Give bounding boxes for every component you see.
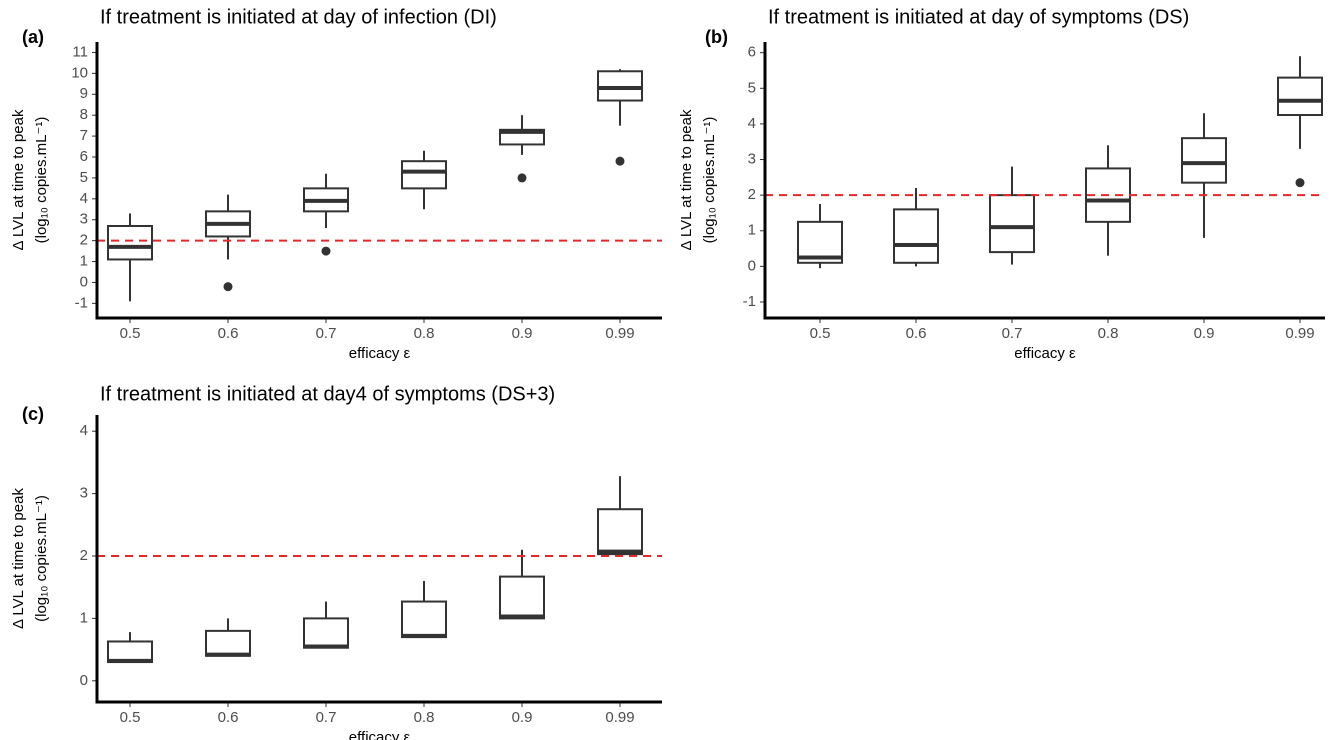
y-tick-label: 6 bbox=[748, 44, 756, 61]
y-tick-label: 2 bbox=[748, 186, 756, 203]
y-tick-label: 7 bbox=[80, 127, 88, 144]
y-tick-label: 5 bbox=[748, 79, 756, 96]
x-tick-label: 0.9 bbox=[512, 709, 533, 726]
y-tick-label: 2 bbox=[80, 232, 88, 249]
y-tick-label: 3 bbox=[80, 485, 88, 502]
y-tick-label: 0 bbox=[80, 273, 88, 290]
outlier bbox=[321, 246, 331, 256]
outlier bbox=[615, 156, 625, 166]
box bbox=[303, 617, 349, 649]
x-tick-label: 0.9 bbox=[1194, 325, 1215, 342]
outlier bbox=[223, 282, 233, 292]
x-tick-label: 0.9 bbox=[512, 325, 533, 342]
outlier bbox=[1295, 178, 1305, 188]
y-tick-label: 3 bbox=[80, 211, 88, 228]
x-tick-label: 0.99 bbox=[605, 325, 634, 342]
x-tick-label: 0.99 bbox=[605, 709, 634, 726]
box bbox=[1277, 76, 1323, 117]
chart-title: If treatment is initiated at day of infe… bbox=[100, 6, 497, 28]
x-tick-label: 0.7 bbox=[316, 325, 337, 342]
box bbox=[989, 194, 1035, 254]
panel-label: (a) bbox=[22, 27, 44, 47]
x-tick-label: 0.6 bbox=[218, 709, 239, 726]
y-tick-label: 10 bbox=[71, 64, 88, 81]
x-tick-label: 0.7 bbox=[1002, 325, 1023, 342]
box bbox=[893, 208, 939, 264]
y-axis-title: Δ LVL at time to peak bbox=[10, 109, 27, 250]
y-tick-label: 8 bbox=[80, 106, 88, 123]
outlier bbox=[517, 173, 527, 183]
panel-label: (b) bbox=[705, 27, 728, 47]
x-tick-label: 0.7 bbox=[316, 709, 337, 726]
box bbox=[107, 225, 153, 261]
x-tick-label: 0.8 bbox=[414, 709, 435, 726]
y-tick-label: 2 bbox=[80, 547, 88, 564]
chart-title: If treatment is initiated at day4 of sym… bbox=[100, 383, 555, 405]
panel-label: (c) bbox=[22, 404, 44, 424]
box bbox=[1181, 137, 1227, 184]
y-axis-title: Δ LVL at time to peak bbox=[10, 488, 27, 629]
y-axis-title: (log₁₀ copies.mL⁻¹) bbox=[33, 495, 50, 622]
y-tick-label: 0 bbox=[80, 672, 88, 689]
box bbox=[205, 629, 251, 657]
y-tick-label: 1 bbox=[80, 253, 88, 270]
x-tick-label: 0.99 bbox=[1285, 325, 1314, 342]
y-tick-label: -1 bbox=[743, 293, 756, 310]
y-tick-label: 1 bbox=[80, 609, 88, 626]
chart-title: If treatment is initiated at day of symp… bbox=[768, 6, 1189, 28]
y-tick-label: 4 bbox=[748, 115, 756, 132]
box bbox=[401, 160, 447, 190]
box bbox=[401, 600, 447, 639]
x-axis-title: efficacy ε bbox=[1014, 345, 1076, 362]
y-tick-label: 4 bbox=[80, 422, 88, 439]
x-tick-label: 0.8 bbox=[414, 325, 435, 342]
y-tick-label: 1 bbox=[748, 222, 756, 239]
x-tick-label: 0.5 bbox=[120, 325, 141, 342]
y-tick-label: 6 bbox=[80, 148, 88, 165]
y-axis-title: Δ LVL at time to peak bbox=[678, 109, 695, 250]
x-axis-title: efficacy ε bbox=[349, 345, 411, 362]
x-tick-label: 0.6 bbox=[218, 325, 239, 342]
y-tick-label: -1 bbox=[75, 294, 88, 311]
x-tick-label: 0.8 bbox=[1098, 325, 1119, 342]
box bbox=[597, 70, 643, 102]
x-axis-title: efficacy ε bbox=[349, 729, 411, 740]
x-tick-label: 0.5 bbox=[810, 325, 831, 342]
box bbox=[597, 508, 643, 556]
x-tick-label: 0.6 bbox=[906, 325, 927, 342]
y-tick-label: 9 bbox=[80, 85, 88, 102]
y-axis-title: (log₁₀ copies.mL⁻¹) bbox=[33, 117, 50, 244]
box bbox=[499, 575, 545, 620]
x-tick-label: 0.5 bbox=[120, 709, 141, 726]
y-tick-label: 4 bbox=[80, 190, 88, 207]
y-tick-label: 11 bbox=[72, 43, 88, 60]
y-axis-title: (log₁₀ copies.mL⁻¹) bbox=[701, 117, 718, 244]
y-tick-label: 5 bbox=[80, 169, 88, 186]
y-tick-label: 0 bbox=[748, 257, 756, 274]
y-tick-label: 3 bbox=[748, 150, 756, 167]
